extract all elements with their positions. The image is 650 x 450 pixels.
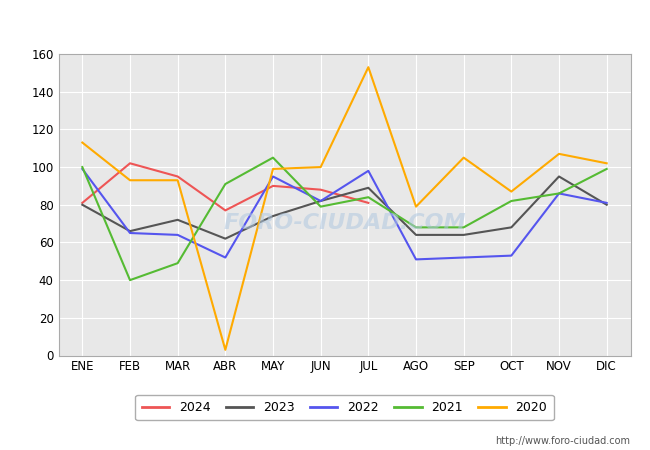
- Text: Matriculaciones de Vehiculos en Alcoy/Alcoi: Matriculaciones de Vehiculos en Alcoy/Al…: [158, 13, 492, 27]
- 2024: [365, 200, 372, 206]
- 2024: [126, 161, 134, 166]
- 2022: [222, 255, 229, 260]
- 2022: [365, 168, 372, 174]
- 2020: [126, 178, 134, 183]
- 2020: [508, 189, 515, 194]
- 2021: [222, 181, 229, 187]
- 2020: [174, 178, 181, 183]
- 2022: [460, 255, 467, 260]
- 2020: [603, 161, 610, 166]
- 2022: [269, 174, 277, 179]
- 2024: [269, 183, 277, 189]
- 2024: [79, 200, 86, 206]
- 2022: [317, 198, 324, 204]
- 2023: [460, 232, 467, 238]
- Line: 2023: 2023: [83, 176, 606, 238]
- 2024: [222, 208, 229, 213]
- 2022: [412, 256, 420, 262]
- Line: 2020: 2020: [83, 67, 606, 350]
- Line: 2021: 2021: [83, 158, 606, 280]
- 2020: [222, 347, 229, 352]
- 2023: [79, 202, 86, 207]
- 2023: [555, 174, 563, 179]
- Legend: 2024, 2023, 2022, 2021, 2020: 2024, 2023, 2022, 2021, 2020: [135, 395, 554, 420]
- 2020: [555, 151, 563, 157]
- 2023: [174, 217, 181, 222]
- 2021: [555, 191, 563, 196]
- 2022: [555, 191, 563, 196]
- 2022: [174, 232, 181, 238]
- 2021: [79, 164, 86, 170]
- 2023: [222, 236, 229, 241]
- 2021: [317, 204, 324, 209]
- 2023: [365, 185, 372, 190]
- 2020: [317, 164, 324, 170]
- 2020: [460, 155, 467, 160]
- 2020: [412, 204, 420, 209]
- 2020: [269, 166, 277, 171]
- 2022: [79, 166, 86, 171]
- 2021: [603, 166, 610, 171]
- 2021: [412, 225, 420, 230]
- Text: FORO-CIUDAD.COM: FORO-CIUDAD.COM: [223, 213, 466, 233]
- 2023: [126, 229, 134, 234]
- 2021: [365, 194, 372, 200]
- 2023: [269, 213, 277, 219]
- 2021: [460, 225, 467, 230]
- 2022: [508, 253, 515, 258]
- 2020: [79, 140, 86, 145]
- 2023: [603, 202, 610, 207]
- Line: 2022: 2022: [83, 169, 606, 259]
- 2022: [603, 200, 610, 206]
- 2023: [508, 225, 515, 230]
- 2024: [174, 174, 181, 179]
- 2022: [126, 230, 134, 236]
- 2021: [174, 261, 181, 266]
- 2023: [412, 232, 420, 238]
- 2021: [508, 198, 515, 204]
- 2024: [317, 187, 324, 192]
- 2020: [365, 64, 372, 70]
- Text: http://www.foro-ciudad.com: http://www.foro-ciudad.com: [495, 436, 630, 446]
- 2021: [269, 155, 277, 160]
- 2023: [317, 198, 324, 204]
- 2021: [126, 277, 134, 283]
- Line: 2024: 2024: [83, 163, 369, 211]
